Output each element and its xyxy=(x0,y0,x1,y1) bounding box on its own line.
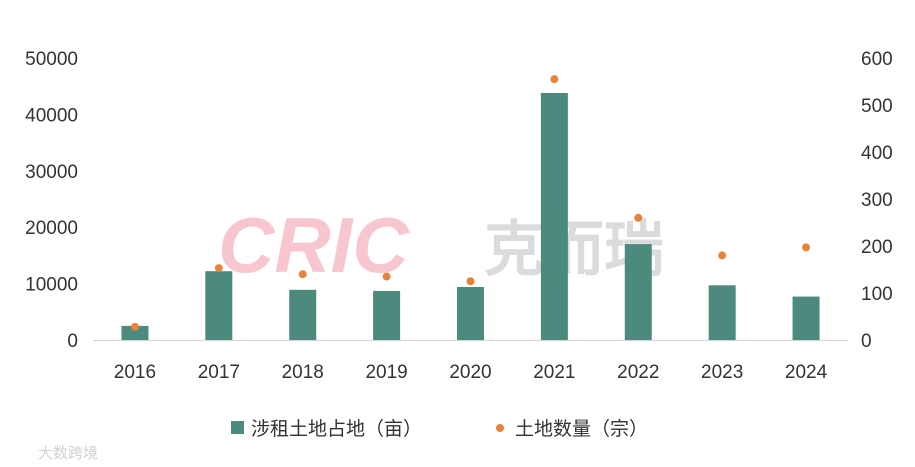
legend-bar-swatch xyxy=(231,421,244,434)
x-tick-label: 2018 xyxy=(282,362,324,383)
left-y-tick-label: 50000 xyxy=(25,49,78,70)
bar-2018 xyxy=(289,289,317,340)
x-tick-label: 2022 xyxy=(617,362,659,383)
dot-2016 xyxy=(130,322,139,331)
dot-2020 xyxy=(466,277,475,286)
bar-2021 xyxy=(540,92,568,340)
legend-dot-swatch xyxy=(496,424,504,432)
right-y-tick-label: 600 xyxy=(861,49,893,70)
x-tick-label: 2021 xyxy=(533,362,575,383)
dot-2017 xyxy=(214,264,223,273)
bar-2024 xyxy=(792,296,820,340)
x-tick-label: 2017 xyxy=(198,362,240,383)
x-tick-label: 2020 xyxy=(449,362,491,383)
right-y-tick-label: 500 xyxy=(861,96,893,117)
dot-2018 xyxy=(298,270,307,279)
bar-2023 xyxy=(708,285,736,340)
left-y-tick-label: 40000 xyxy=(25,105,78,126)
x-tick-label: 2016 xyxy=(114,362,156,383)
watermark-latin: CRIC xyxy=(218,201,410,289)
right-y-tick-label: 0 xyxy=(861,331,872,352)
legend-bar-label: 涉租土地占地（亩） xyxy=(251,418,422,440)
x-tick-label: 2023 xyxy=(701,362,743,383)
dot-2024 xyxy=(802,243,811,252)
legend-dot-label: 土地数量（宗） xyxy=(515,418,648,440)
right-y-axis: 0 100 200 300 400 500 600 xyxy=(861,49,893,352)
x-axis-labels: 2016 2017 2018 2019 2020 2021 2022 2023 2024 xyxy=(114,362,828,383)
dot-2021 xyxy=(550,75,559,84)
right-y-tick-label: 300 xyxy=(861,190,893,211)
left-y-tick-label: 20000 xyxy=(25,218,78,239)
bar-2019 xyxy=(373,290,401,340)
watermark-corner: 大数跨境 xyxy=(38,444,98,462)
left-y-axis: 0 10000 20000 30000 40000 50000 xyxy=(25,49,78,352)
left-y-tick-label: 30000 xyxy=(25,162,78,183)
scatter-series xyxy=(130,75,811,331)
right-y-tick-label: 200 xyxy=(861,237,893,258)
bar-2016 xyxy=(121,325,149,340)
dot-2019 xyxy=(382,272,391,281)
dot-2022 xyxy=(634,213,643,222)
left-y-tick-label: 10000 xyxy=(25,275,78,296)
bar-2020 xyxy=(457,286,484,340)
x-tick-label: 2024 xyxy=(785,362,828,383)
legend: 涉租土地占地（亩） 土地数量（宗） xyxy=(231,418,648,440)
left-y-tick-label: 0 xyxy=(67,331,78,352)
bar-series xyxy=(121,92,820,340)
x-tick-label: 2019 xyxy=(365,362,407,383)
bar-2017 xyxy=(205,271,233,340)
bar-2022 xyxy=(624,244,652,340)
dot-2023 xyxy=(718,251,727,260)
right-y-tick-label: 400 xyxy=(861,143,893,164)
right-y-tick-label: 100 xyxy=(861,284,893,305)
